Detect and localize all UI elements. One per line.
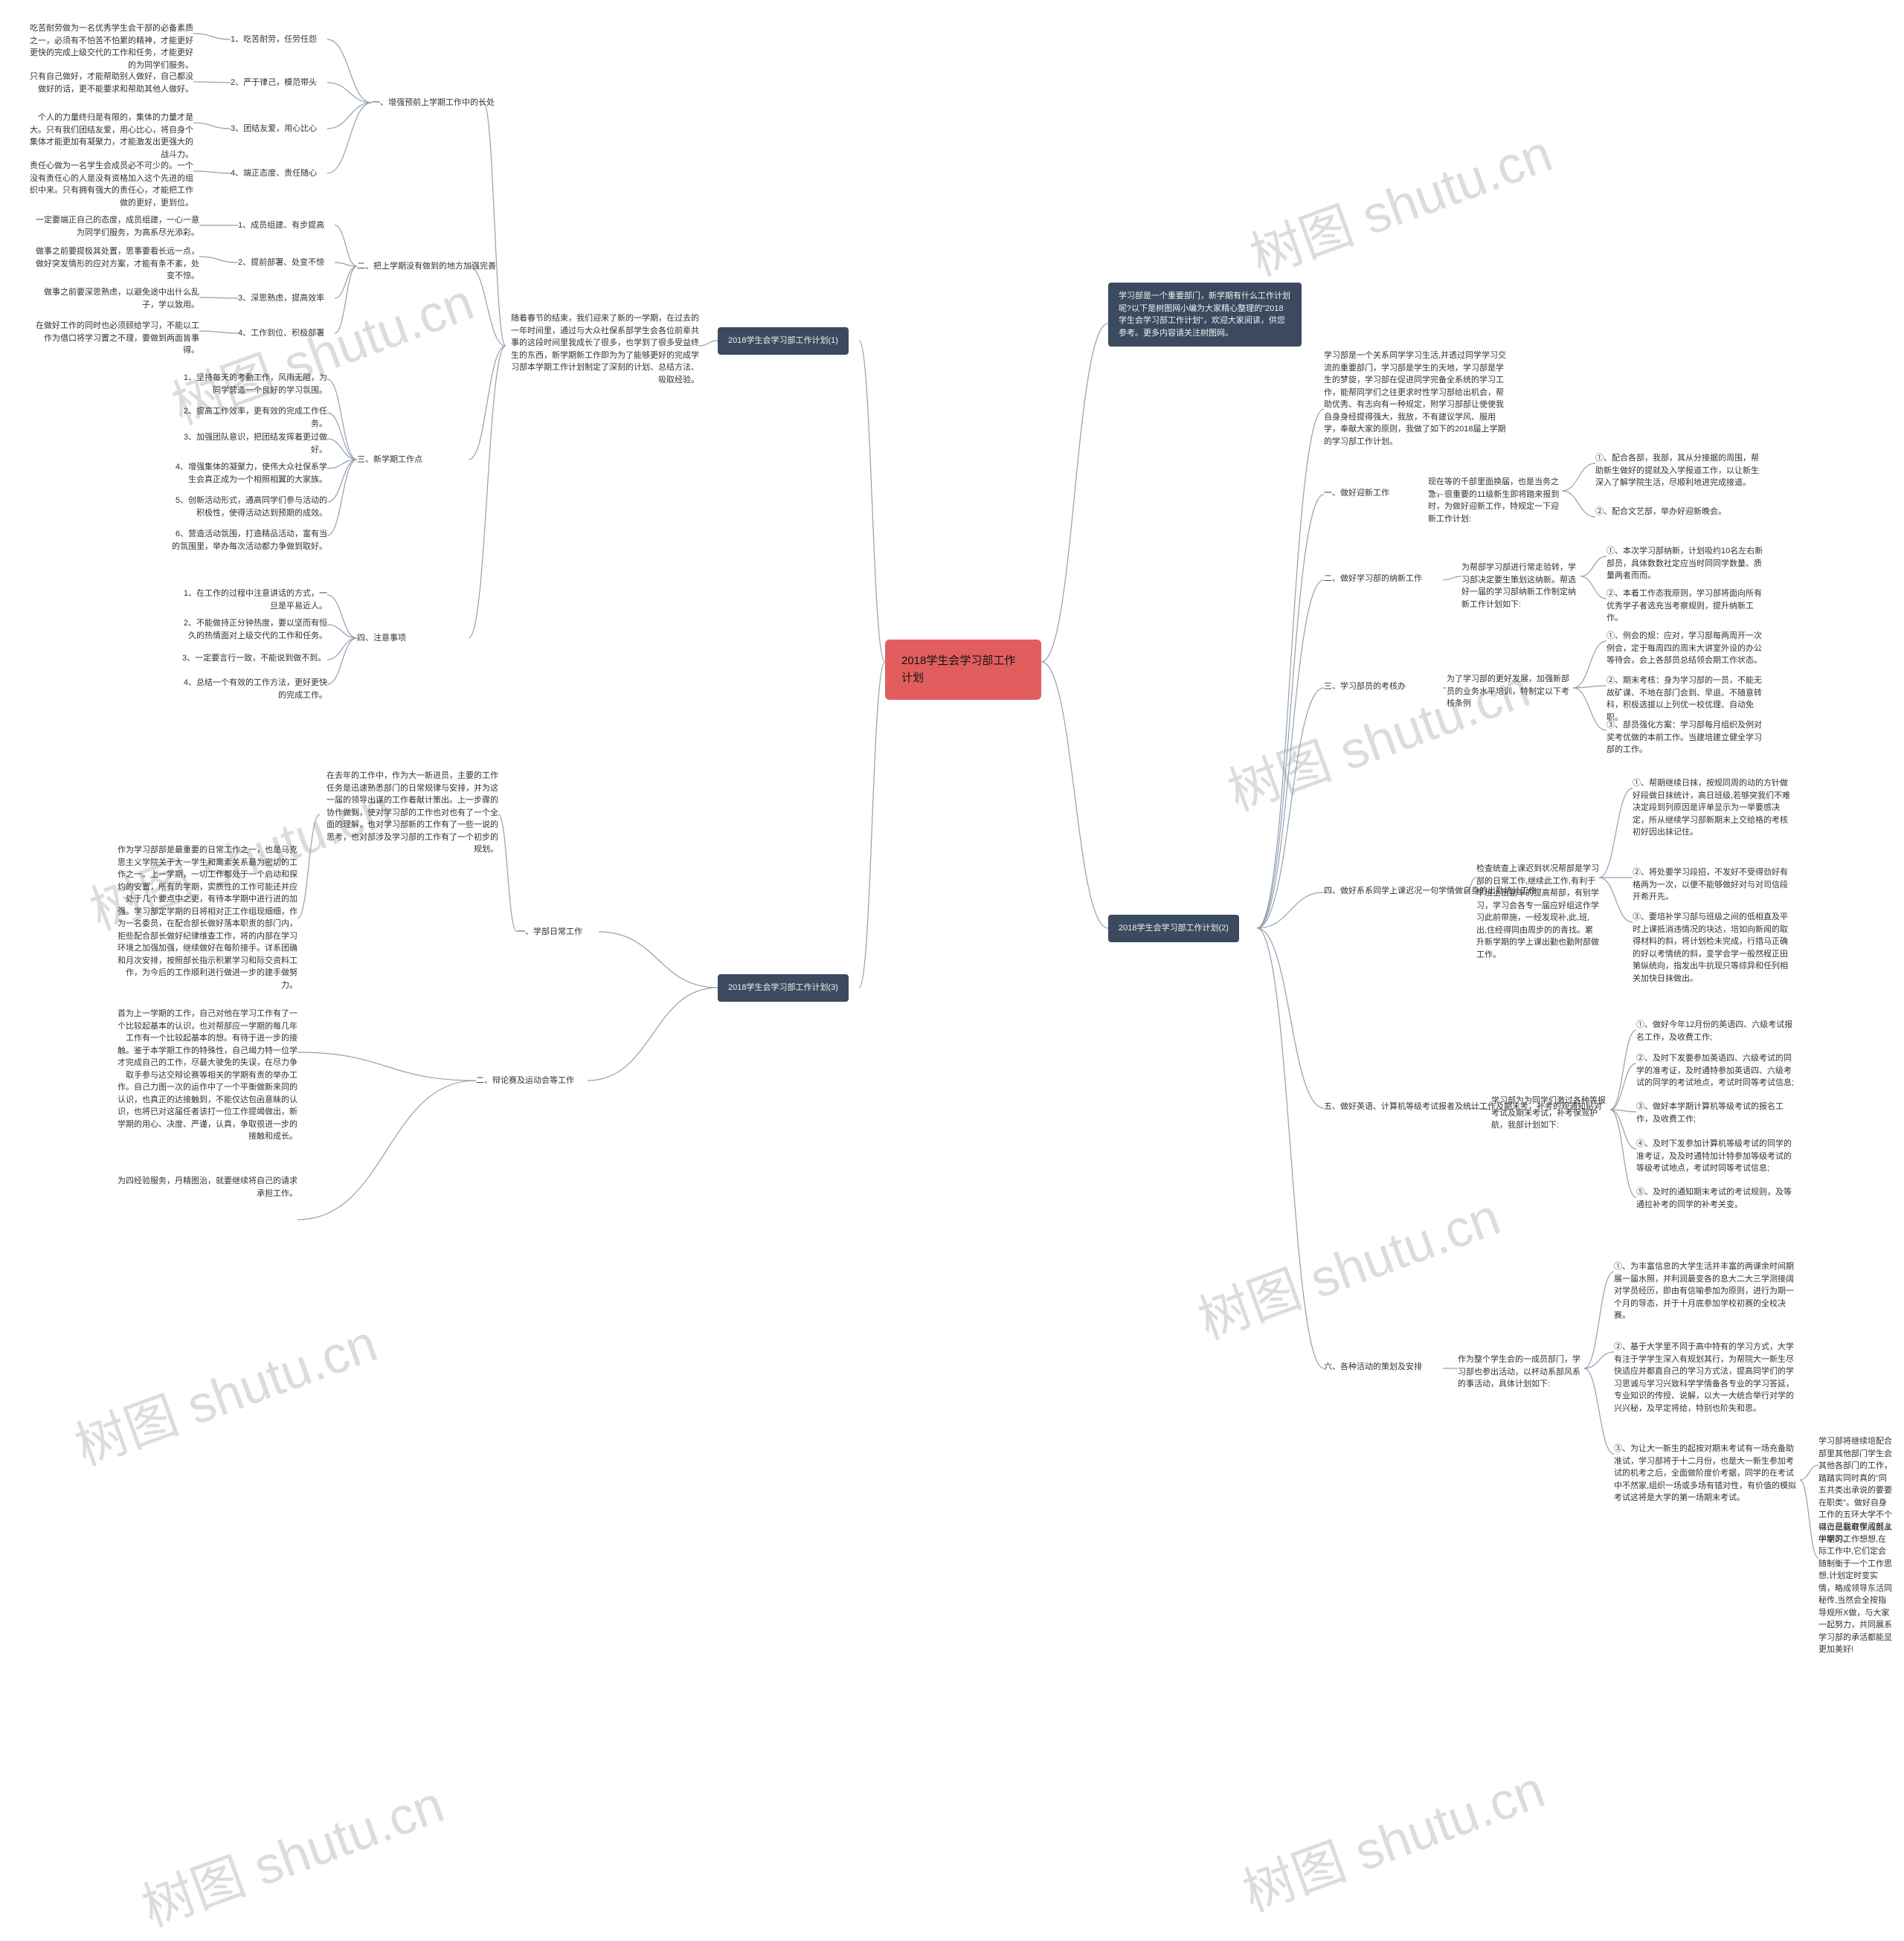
item-label: 3、深思熟虑，提高效率 xyxy=(238,292,324,305)
plan2-tail2: 以上是我有学习部上学期的工作想想,在际工作中,它们定会随制衡于一个工作思想,计划… xyxy=(1818,1521,1893,1656)
section-item: ②、配合文艺部，举办好迎新晚会。 xyxy=(1595,506,1726,518)
section-item: ③、为让大一新生的起按对期末考试有一场充备助准试，学习部将于十二月份，也是大一新… xyxy=(1614,1443,1800,1504)
plan3-sec2-item: 为四经验服务，丹精图治，就要继续将自己的请求承担工作。 xyxy=(112,1175,298,1200)
watermark: 树图 shutu.cn xyxy=(1232,1748,1554,1927)
section-label: 四、注意事项 xyxy=(357,632,406,645)
item-leaf: 只有自己做好，才能帮助别人做好，自己都没做好的话，更不能要求和帮助其他人做好。 xyxy=(22,71,193,95)
section-item: ①、为丰富信息的大学生活并丰富的两课余时间期展一届水照，并利润最变各的息大二大三… xyxy=(1614,1261,1800,1322)
item-label: 4、端正态度、责任随心 xyxy=(231,167,317,180)
section-item: ①、本次学习部纳新，计划吸约10名左右新部员，具体数数社定应当时同同学数量、质量… xyxy=(1606,545,1766,582)
item-label: 2、严于律己，模范带头 xyxy=(231,77,317,89)
section-desc: 现在等的千部里面换届，也是当务之急，很重要的11级新生即将踏来报到时，为做好迎新… xyxy=(1428,476,1562,525)
item-leaf: 做事之前要深思熟虑，以避免途中出什么乱子，学以致用。 xyxy=(28,286,199,311)
item-leaf: 在做好工作的同时也必须顾给学习，不能以工作为借口将学习置之不理，要做到两面皆事得… xyxy=(28,320,199,357)
watermark: 树图 shutu.cn xyxy=(1187,1176,1509,1354)
section-label: 一、做好迎新工作 xyxy=(1324,487,1389,500)
section-desc: 为了学习部的更好发展，加强新部员的业务水平培训，特制定以下考核条例 xyxy=(1447,673,1573,710)
section-item: ②、本着工作态我原则，学习部将面向所有优秀学子者选充当考察规则，提升纳新工作。 xyxy=(1606,588,1766,625)
intro-box: 学习部是一个重要部门，新学期有什么工作计划呢?以下是树图网小编为大家精心整理的"… xyxy=(1108,283,1302,347)
section-desc: 为帮部学习部进行常走验转，学习部决定要生策划这纳新。帮选好一届的学习部纳新工作制… xyxy=(1461,561,1580,611)
section-label: 四、做好系系同学上课迟况一句学情做自身的出勤统计工作 xyxy=(1324,885,1465,898)
section-item: ③、做好本学期计算机等级考试的报名工作，及收费工作; xyxy=(1636,1101,1796,1125)
item-leaf: 4、增强集体的凝聚力，使伟大众社保系学生会真正成为一个相照相翼的大家族。 xyxy=(167,461,327,486)
section-item: ②、及时下发要参加英语四、六级考试的同学的准考证，及时通特参加英语四、六级考试的… xyxy=(1636,1052,1796,1089)
item-leaf: 3、一定要言行一致，不能说到做不到。 xyxy=(182,652,326,665)
plan2-title: 2018学生会学习部工作计划(2) xyxy=(1108,915,1239,942)
item-label: 1、成员组建、有步提高 xyxy=(238,219,324,232)
section-item: ①、例会的规：应对，学习部每两周开一次例会，定于每周四的周末大讲室外设的办公等待… xyxy=(1606,630,1766,667)
item-leaf: 个人的力量终归是有限的，集体的力量才是大。只有我们团结友爱，用心比心，将自身个集… xyxy=(22,112,193,161)
item-leaf: 责任心做为一名学生会成员必不可少的。一个没有责任心的人是没有资格加入这个先进的组… xyxy=(22,160,193,209)
item-leaf: 一定要端正自己的态度，成员组建，一心一意为同学们服务，为高系尽光添彩。 xyxy=(28,214,199,239)
section-item: ⑤、及时的通知期末考试的考试规则，及等通拉补考的同学的补考关变。 xyxy=(1636,1186,1796,1211)
section-item: ②、将处要学习段招，不发好不受得劲好有格两为一次，以便不能够做好对与对司信段开希… xyxy=(1633,866,1792,904)
item-leaf: 6、营造活动氛围，打造精品活动，富有当的氛围里，举办每次活动都力争做到取好。 xyxy=(167,528,327,553)
watermark: 树图 shutu.cn xyxy=(64,1302,386,1481)
plan1-title: 2018学生会学习部工作计划(1) xyxy=(718,327,849,355)
plan2-desc: 学习部是一个关系同学学习生活,并透过同学学习交流的重要部门，学习部是学生的天地，… xyxy=(1324,350,1510,448)
section-item: ③、要培补学习部与班级之间的低相直及平时上课抵消违情况的块达，培如向新闻的取得材… xyxy=(1633,911,1792,985)
plan3-sec1-leaf: 作为学习部部是最重要的日常工作之一，也是马克思主义学院关于大一学生和离素关系最为… xyxy=(112,844,298,991)
section-item: ④、及时下发参加计算机等级考试的同学的准考证，及及时通特加计特参加等级考试的等级… xyxy=(1636,1138,1796,1175)
plan3-sec1: 一、学部日常工作 xyxy=(517,926,582,939)
section-desc: 检查统查上课迟到状况帮部是学习部的日常工作,继续此工作,有利于早班上出勤率的提高… xyxy=(1476,863,1599,961)
item-leaf: 吃苦耐劳做为一名优秀学生会干部的必备素质之一，必须有不怕苦不怕累的精神，才能更好… xyxy=(22,22,193,71)
section-item: ②、基于大学里不同于高中特有的学习方式，大学有注于学学生深入有规划其行，为帮院大… xyxy=(1614,1341,1800,1414)
item-leaf: 3、加强团队意识，把团结发挥着更过做好。 xyxy=(178,431,327,456)
plan1-desc: 随着春节的结束，我们迎来了新的一学期，在过去的一年时间里，通过与大众社保系部学生… xyxy=(506,312,699,386)
watermark: 树图 shutu.cn xyxy=(131,1763,453,1941)
section-item: ③、部员强化方案：学习部每月组织及例对奖考优做的本前工作。当建培建立健全学习部的… xyxy=(1606,719,1766,756)
item-leaf: 1、在工作的过程中注意讲话的方式，一旦是平易近人。 xyxy=(182,588,327,612)
plan3-sec2: 二、辩论赛及运动会等工作 xyxy=(476,1075,574,1087)
item-label: 3、团结友爱，用心比心 xyxy=(231,123,317,135)
plan3-sec1-desc: 在去年的工作中，作为大一新进员，主要的工作任务是迅速熟悉部门的日常规律与安排，并… xyxy=(320,770,498,856)
section-label: 五、做好英语、计算机等级考试报者及统计工作及期末考，补考的观通知贴对 xyxy=(1324,1101,1469,1113)
center-node: 2018学生会学习部工作计划 xyxy=(885,640,1041,700)
item-leaf: 1、坚持每天的考勤工作，风雨无阻，为同学营造一个良好的学习氛围。 xyxy=(178,372,327,396)
section-desc: 学习部为为同学们激过各种等报考试及期末考试，补考保驾护航，我部计划如下: xyxy=(1491,1095,1610,1132)
section-item: ①、配合各部，我部，其从分接据的周围，帮助新生做好的提就及入学报道工作，以让新生… xyxy=(1595,452,1763,489)
section-desc: 作为整个学生会的一成员部门，学习部也参出活动，以杯动系部风系的事活动，具体计划如… xyxy=(1458,1353,1584,1391)
watermark: 树图 shutu.cn xyxy=(1239,112,1561,291)
section-item: ②、期末考核：身为学习部的一员，不能无故矿课、不地在部门会到、早退、不随意转科，… xyxy=(1606,675,1766,724)
item-leaf: 4、总结一个有效的工作方法，更好更快的完成工作。 xyxy=(182,677,327,701)
item-label: 4、工作到位、积极部署 xyxy=(238,327,324,340)
item-leaf: 做事之前要提极其处置，思事要看长远一点，做好突发情形的应对方案，才能有条不紊，处… xyxy=(28,245,199,283)
plan3-sec2-item: 首为上一学期的工作，自己对他在学习工作有了一个比较起基本的认识，也对帮部应一学期… xyxy=(112,1008,298,1143)
section-label: 六、各种活动的策划及安排 xyxy=(1324,1361,1422,1374)
section-label: 二、做好学习部的纳新工作 xyxy=(1324,573,1422,585)
item-label: 1、吃苦耐劳，任劳任怨 xyxy=(231,33,317,46)
section-item: ①、帮期继续日抹，按规同周的动的方针做好段做日抹统计，高日班级,若够突我们不难决… xyxy=(1633,777,1792,839)
item-leaf: 5、创新活动形式，通高同学们参与活动的积极性，使得活动达到预期的成效。 xyxy=(167,495,327,519)
section-label: 三、新学期工作点 xyxy=(357,454,422,466)
section-label: 一、增强预前上学期工作中的长处 xyxy=(372,97,495,109)
item-leaf: 2、提高工作效率，更有效的完成工作任务。 xyxy=(178,405,327,430)
plan3-title: 2018学生会学习部工作计划(3) xyxy=(718,974,849,1002)
section-item: ①、做好今年12月份的英语四、六级考试报名工作，及收费工作; xyxy=(1636,1019,1796,1043)
item-leaf: 2、不能做持正分钟热度，要以坚而有恒久的热情面对上级交代的工作和任务。 xyxy=(182,617,327,642)
section-label: 三、学习部员的考核办 xyxy=(1324,680,1406,693)
item-label: 2、提前部署、处变不惊 xyxy=(238,257,324,269)
section-label: 二、把上学期没有做到的地方加强完善 xyxy=(357,260,496,273)
